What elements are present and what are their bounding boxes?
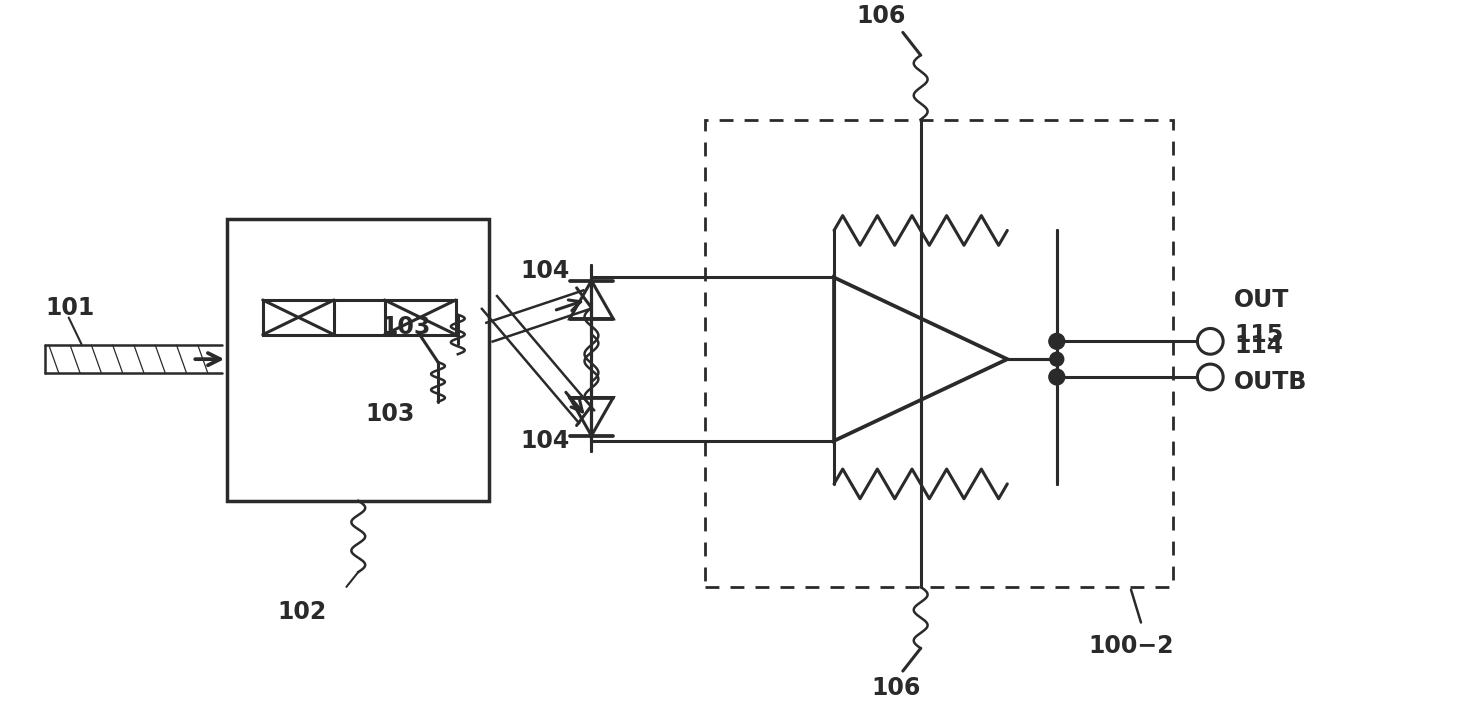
- Circle shape: [1049, 369, 1065, 385]
- Text: 104: 104: [521, 429, 569, 453]
- Text: 101: 101: [44, 296, 94, 320]
- Text: 106: 106: [872, 676, 920, 700]
- Text: 102: 102: [277, 600, 326, 623]
- Bar: [385, 300, 456, 335]
- Text: 104: 104: [521, 259, 569, 283]
- Bar: [263, 300, 333, 335]
- Text: 106: 106: [857, 4, 906, 28]
- Text: 115: 115: [1235, 323, 1283, 347]
- Text: 114: 114: [1235, 335, 1283, 358]
- Text: OUTB: OUTB: [1235, 370, 1307, 394]
- Text: 103: 103: [382, 315, 431, 340]
- Bar: [227, 219, 490, 500]
- Bar: [705, 119, 1173, 587]
- Text: OUT: OUT: [1235, 287, 1289, 312]
- Text: 100−2: 100−2: [1089, 634, 1174, 659]
- Text: 103: 103: [366, 402, 414, 425]
- Circle shape: [1050, 352, 1063, 366]
- Circle shape: [1049, 333, 1065, 349]
